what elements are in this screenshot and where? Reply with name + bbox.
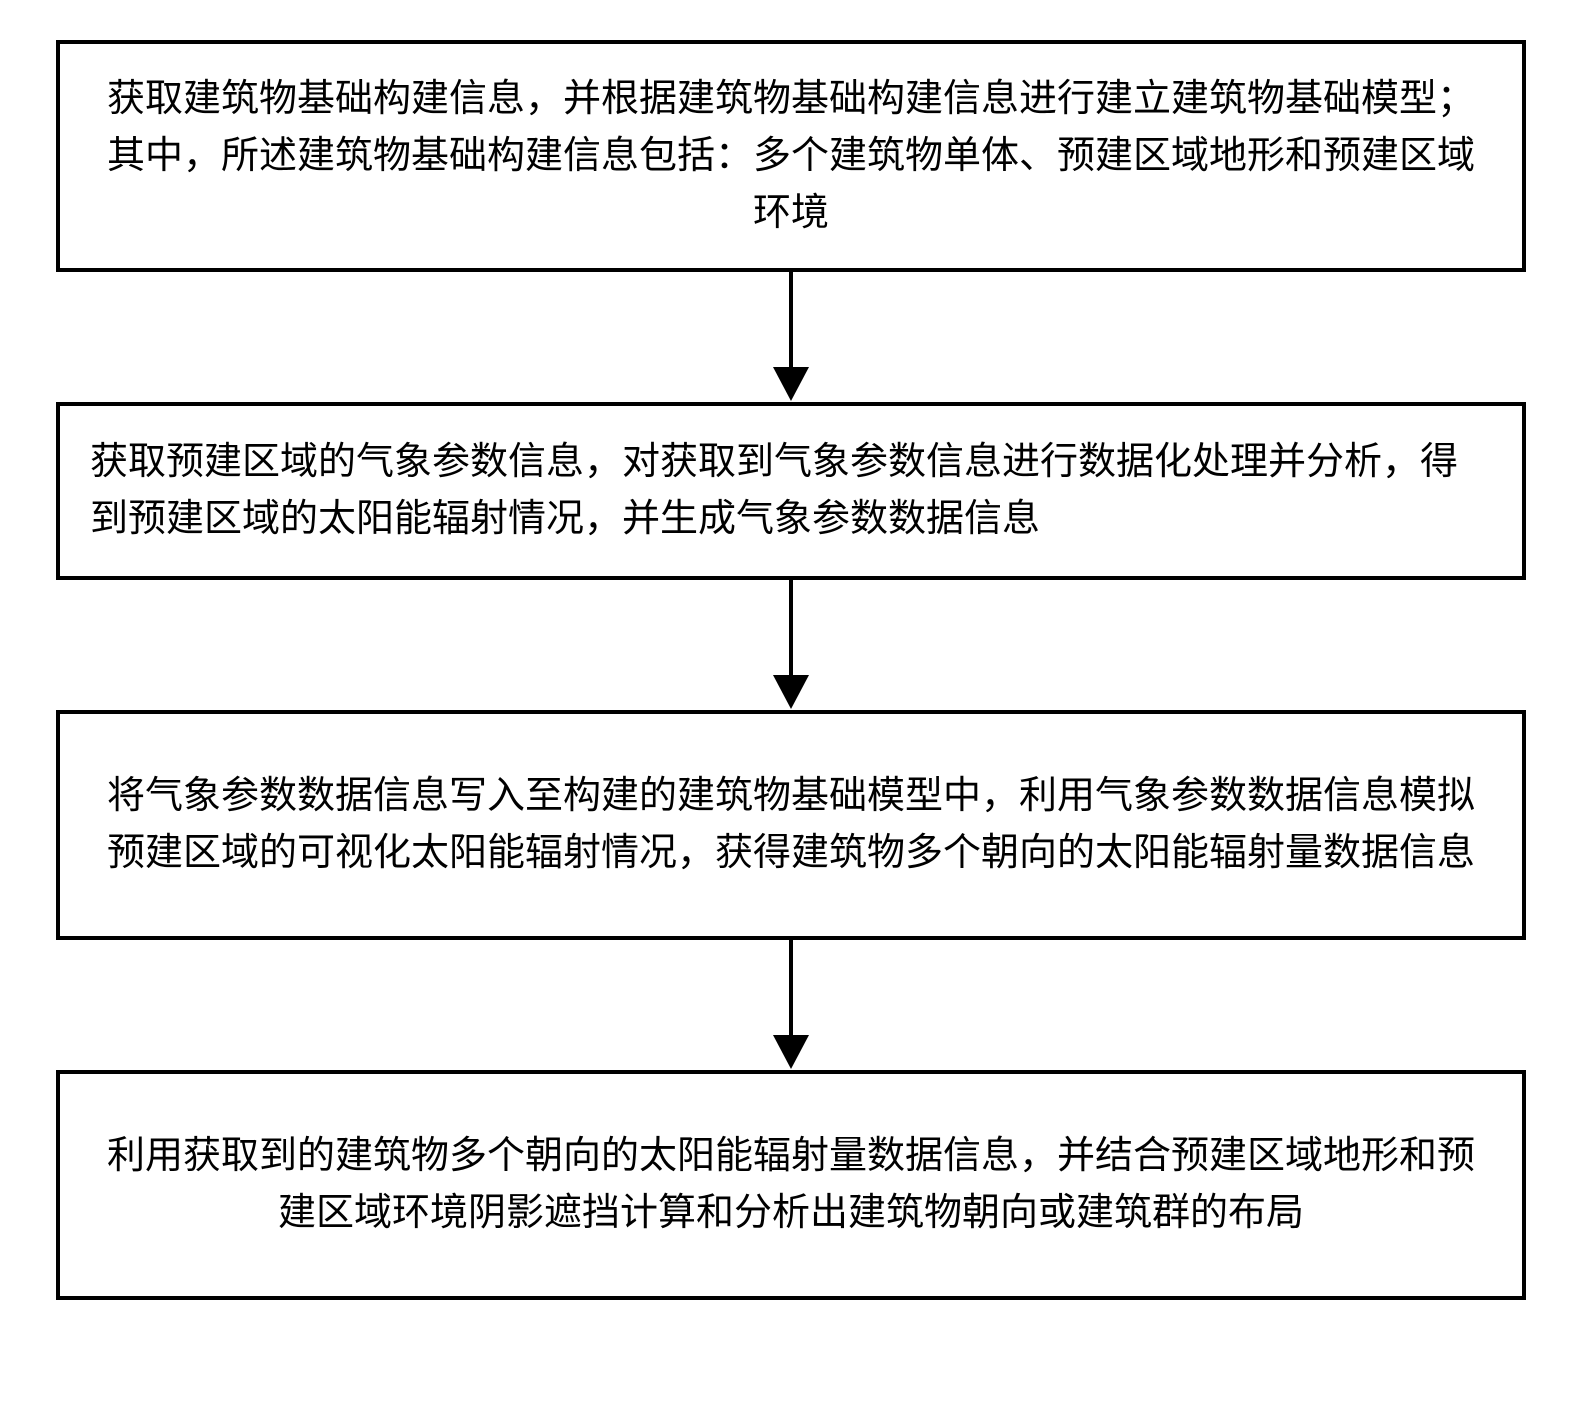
- step-1-line-2: 其中，所述建筑物基础构建信息包括：多个建筑物单体、预建区域地形和预建区域环境: [90, 128, 1492, 242]
- flow-step-1: 获取建筑物基础构建信息，并根据建筑物基础构建信息进行建立建筑物基础模型； 其中，…: [56, 40, 1526, 272]
- step-3-text: 将气象参数数据信息写入至构建的建筑物基础模型中，利用气象参数数据信息模拟预建区域…: [90, 768, 1492, 882]
- flowchart-container: 获取建筑物基础构建信息，并根据建筑物基础构建信息进行建立建筑物基础模型； 其中，…: [50, 40, 1532, 1300]
- flow-step-3: 将气象参数数据信息写入至构建的建筑物基础模型中，利用气象参数数据信息模拟预建区域…: [56, 710, 1526, 940]
- arrow-line: [789, 580, 793, 675]
- arrow-line: [789, 272, 793, 367]
- step-1-line-1: 获取建筑物基础构建信息，并根据建筑物基础构建信息进行建立建筑物基础模型；: [107, 71, 1475, 128]
- step-4-text: 利用获取到的建筑物多个朝向的太阳能辐射量数据信息，并结合预建区域地形和预建区域环…: [90, 1128, 1492, 1242]
- arrow-head-icon: [773, 1035, 809, 1069]
- flow-step-4: 利用获取到的建筑物多个朝向的太阳能辐射量数据信息，并结合预建区域地形和预建区域环…: [56, 1070, 1526, 1300]
- arrow-head-icon: [773, 367, 809, 401]
- arrow-2-to-3: [773, 580, 809, 710]
- arrow-1-to-2: [773, 272, 809, 402]
- arrow-3-to-4: [773, 940, 809, 1070]
- flow-step-2: 获取预建区域的气象参数信息，对获取到气象参数信息进行数据化处理并分析，得到预建区…: [56, 402, 1526, 580]
- arrow-line: [789, 940, 793, 1035]
- arrow-head-icon: [773, 675, 809, 709]
- step-2-text: 获取预建区域的气象参数信息，对获取到气象参数信息进行数据化处理并分析，得到预建区…: [90, 434, 1492, 548]
